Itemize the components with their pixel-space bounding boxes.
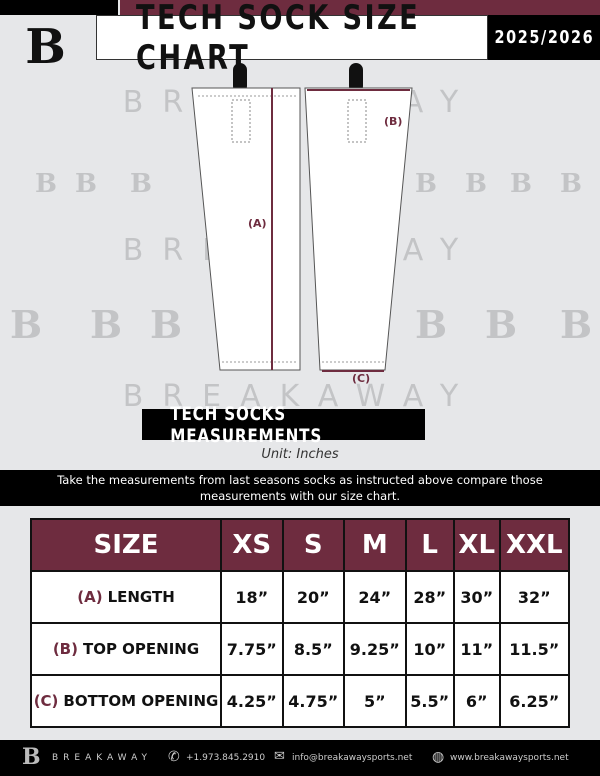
right-sock xyxy=(304,87,413,371)
left-sock xyxy=(191,87,301,371)
label-c: (C) xyxy=(352,372,371,385)
table-cell: 32” xyxy=(498,570,571,624)
size-header: XS xyxy=(220,518,284,572)
table-cell: 30” xyxy=(452,570,501,624)
instructions: Take the measurements from last seasons … xyxy=(57,473,543,503)
watermark-logo: B xyxy=(465,169,487,199)
table-cell: 20” xyxy=(281,570,346,624)
row-label-text: TOP OPENING xyxy=(82,640,200,658)
watermark: BREAKAWAY xyxy=(122,379,478,414)
watermark-logo: B xyxy=(75,169,97,199)
watermark-logo: B xyxy=(35,169,57,199)
season-box: 2025/2026 xyxy=(488,15,600,60)
label-b: (B) xyxy=(384,115,403,128)
table-cell: 24” xyxy=(343,570,407,624)
row-label: (B) TOP OPENING xyxy=(30,622,222,676)
size-header: XL xyxy=(452,518,501,572)
size-column-header: SIZE xyxy=(30,518,222,572)
table-cell: 4.25” xyxy=(220,674,284,728)
footer-brand: BREAKAWAY xyxy=(52,753,153,763)
size-header: L xyxy=(404,518,455,572)
row-label-text: BOTTOM OPENING xyxy=(63,692,219,710)
label-a: (A) xyxy=(248,217,267,230)
table-cell: 7.75” xyxy=(220,622,284,676)
table-cell: 4.75” xyxy=(281,674,346,728)
unit-label: Unit: Inches xyxy=(261,447,339,462)
row-letter: (B) xyxy=(52,640,78,658)
mail-icon: ✉ xyxy=(274,749,285,764)
row-label: (A) LENGTH xyxy=(30,570,222,624)
size-table: SIZE XS S M L XL XXL (A) LENGTH 18” 20” 24” 28” 30” 3… xyxy=(30,518,571,728)
table-row: (B) TOP OPENING 7.75” 8.5” 9.25” 10” 11” 11.5” xyxy=(30,622,571,676)
table-cell: 9.25” xyxy=(343,622,407,676)
footer-website[interactable]: www.breakawaysports.net xyxy=(450,753,569,763)
section-title-box: TECH SOCKS MEASUREMENTS xyxy=(142,403,425,447)
top-bar-maroon xyxy=(120,0,600,15)
left-sock-tab xyxy=(233,63,247,93)
table-cell: 10” xyxy=(404,622,455,676)
instructions-band: Take the measurements from last seasons … xyxy=(0,470,600,506)
watermark-logo: B xyxy=(560,302,593,347)
row-letter: (A) xyxy=(77,588,103,606)
footer xyxy=(0,740,600,776)
watermark-logo: B xyxy=(90,302,123,347)
watermark-logo: B xyxy=(150,302,183,347)
top-bar-black xyxy=(0,0,118,15)
table-row: (A) LENGTH 18” 20” 24” 28” 30” 32” xyxy=(30,570,571,624)
watermark-logo: B xyxy=(510,169,532,199)
watermark-logo: B xyxy=(415,169,437,199)
footer-logo: B xyxy=(22,744,41,770)
row-label-text: LENGTH xyxy=(107,588,175,606)
sock-diagram xyxy=(191,63,413,372)
row-label: (C) BOTTOM OPENING xyxy=(30,674,222,728)
table-cell: 5” xyxy=(343,674,407,728)
globe-icon: ◍ xyxy=(432,749,445,765)
row-letter: (C) xyxy=(33,692,59,710)
table-cell: 11.5” xyxy=(498,622,571,676)
section-title: TECH SOCKS MEASUREMENTS xyxy=(170,402,323,447)
table-cell: 11” xyxy=(452,622,501,676)
table-cell: 5.5” xyxy=(404,674,455,728)
size-header: S xyxy=(281,518,346,572)
table-cell: 28” xyxy=(404,570,455,624)
title-box: TECH SOCK SIZE CHART xyxy=(96,0,488,78)
watermark-logo: B xyxy=(10,302,43,347)
right-sock-tab xyxy=(349,63,363,93)
watermark-logo: B xyxy=(415,302,448,347)
season: 2025/2026 xyxy=(494,27,594,48)
table-cell: 18” xyxy=(220,570,284,624)
table-cell: 6.25” xyxy=(498,674,571,728)
footer-phone[interactable]: +1.973.845.2910 xyxy=(186,753,266,763)
table-row: (C) BOTTOM OPENING 4.25” 4.75” 5” 5.5” 6” 6.25” xyxy=(30,674,571,728)
watermark-logo: B xyxy=(485,302,518,347)
watermark-logo: B xyxy=(560,169,582,199)
size-header: XXL xyxy=(498,518,571,572)
table-cell: 8.5” xyxy=(281,622,346,676)
logo: B xyxy=(25,19,66,75)
size-header: M xyxy=(343,518,407,572)
table-cell: 6” xyxy=(452,674,501,728)
watermark-logo: B xyxy=(130,169,152,199)
footer-email[interactable]: info@breakawaysports.net xyxy=(292,753,413,763)
page-title: TECH SOCK SIZE CHART xyxy=(136,0,421,78)
phone-icon: ✆ xyxy=(168,749,180,765)
